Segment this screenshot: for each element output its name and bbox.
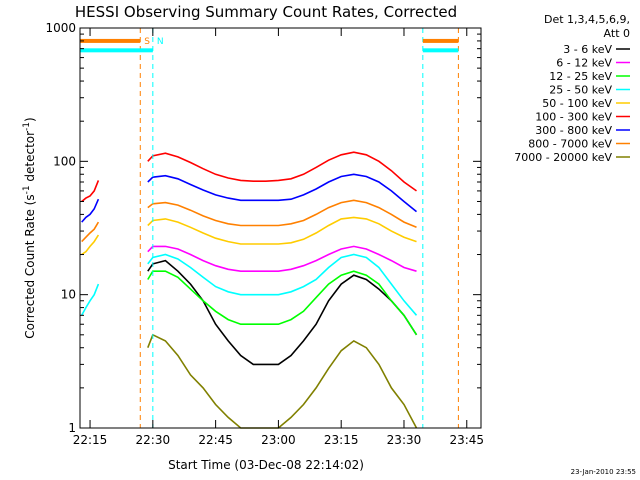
early-segment-4 xyxy=(81,234,100,256)
series-line-4 xyxy=(147,216,417,245)
legend-header-line-2: Att 0 xyxy=(604,27,630,40)
x-tick-label-1: 22:30 xyxy=(136,433,171,447)
footer-timestamp: 23-Jan-2010 23:55 xyxy=(571,468,636,476)
series-line-1 xyxy=(147,245,417,273)
x-tick-label-3: 23:00 xyxy=(261,433,296,447)
x-tick-label-0: 22:15 xyxy=(73,433,108,447)
x-axis-label: Start Time (03-Dec-08 22:14:02) xyxy=(168,458,364,472)
early-segment-3 xyxy=(80,283,100,316)
legend-item-label-8: 7000 - 20000 keV xyxy=(514,151,612,164)
legend-item-label-1: 6 - 12 keV xyxy=(556,57,612,70)
legend-item-label-7: 800 - 7000 keV xyxy=(528,138,612,151)
y-tick-label-3: 1000 xyxy=(45,21,76,35)
flag-bar-1 xyxy=(80,48,153,53)
y-tick-label-1: 10 xyxy=(61,288,76,302)
legend-item-label-3: 25 - 50 keV xyxy=(549,84,612,97)
legend-item-label-5: 100 - 300 keV xyxy=(535,111,612,124)
flag-bar-3 xyxy=(422,48,459,53)
x-tick-label-5: 23:30 xyxy=(387,433,422,447)
series-line-7 xyxy=(147,199,417,229)
flag-bar-0 xyxy=(80,38,141,43)
x-tick-label-6: 23:45 xyxy=(449,433,484,447)
early-segment-6 xyxy=(81,198,100,223)
series-line-8 xyxy=(147,333,418,429)
legend-header-line-1: Det 1,3,4,5,6,9, xyxy=(544,13,630,26)
legend-item-label-4: 50 - 100 keV xyxy=(542,97,612,110)
y-tick-label-0: 1 xyxy=(68,421,76,435)
legend-item-label-0: 3 - 6 keV xyxy=(563,43,612,56)
series-line-3 xyxy=(147,253,418,316)
plot-area: S N 22:15 22:30 22:45 23:00 23:15 23:30 23:45 1 10… xyxy=(45,21,484,447)
series-line-2 xyxy=(147,270,418,336)
y-tick-label-2: 100 xyxy=(53,154,76,168)
series-line-6 xyxy=(147,173,418,213)
y-axis-label: Corrected Count Rate (s-1 detector-1) xyxy=(22,117,37,338)
early-segment-5 xyxy=(81,180,100,203)
series-line-0 xyxy=(147,259,418,366)
legend-item-label-6: 300 - 800 keV xyxy=(535,124,612,137)
chart-title: HESSI Observing Summary Count Rates, Cor… xyxy=(75,3,457,21)
x-tick-label-4: 23:15 xyxy=(324,433,359,447)
x-tick-label-2: 22:45 xyxy=(198,433,233,447)
early-segment-7 xyxy=(81,221,100,243)
flag-bar-2 xyxy=(422,38,459,43)
plot-frame xyxy=(79,27,482,429)
marker-label-1: N xyxy=(157,37,164,47)
marker-label-0: S xyxy=(144,37,150,47)
series-line-5 xyxy=(147,151,417,192)
legend-item-label-2: 12 - 25 keV xyxy=(549,70,612,83)
